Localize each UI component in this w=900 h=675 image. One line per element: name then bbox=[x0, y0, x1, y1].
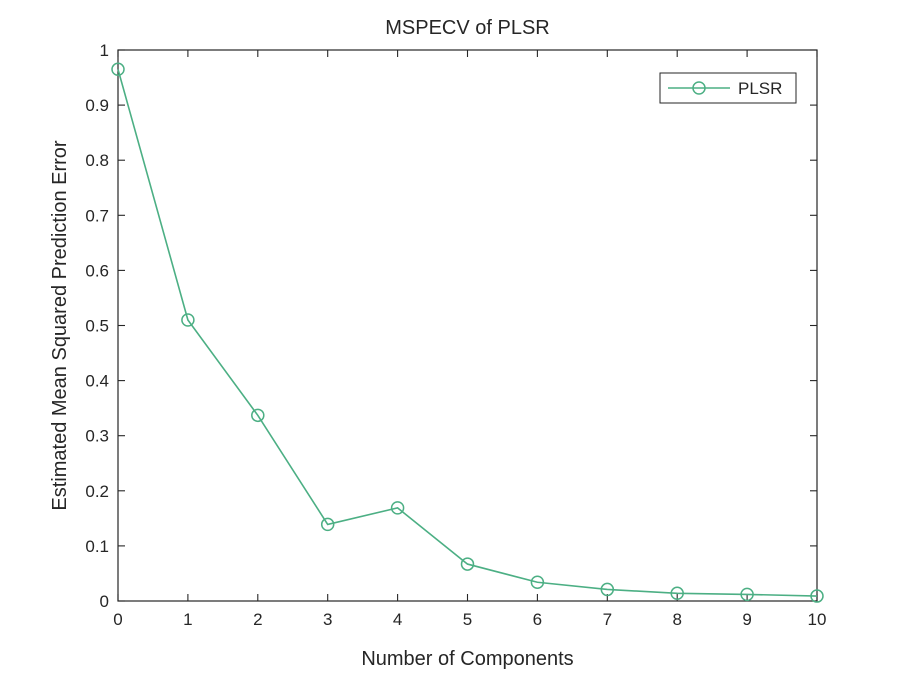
data-point bbox=[390, 501, 405, 515]
y-tick-label: 0.8 bbox=[85, 151, 109, 170]
data-point bbox=[530, 575, 545, 590]
x-tick-label: 7 bbox=[603, 610, 612, 629]
legend-marker-icon bbox=[692, 81, 706, 95]
x-tick-label: 4 bbox=[393, 610, 402, 629]
x-tick-label: 0 bbox=[113, 610, 122, 629]
x-tick-label: 5 bbox=[463, 610, 472, 629]
y-tick-label: 0.6 bbox=[85, 261, 109, 280]
x-tick-label: 9 bbox=[742, 610, 751, 629]
x-tick-label: 6 bbox=[533, 610, 542, 629]
data-point bbox=[181, 313, 195, 327]
legend: PLSR bbox=[659, 72, 797, 104]
x-tick-label: 10 bbox=[808, 610, 827, 629]
x-axis-label: Number of Components bbox=[361, 648, 573, 670]
data-point bbox=[740, 587, 754, 602]
chart-title: MSPECV of PLSR bbox=[385, 17, 550, 39]
y-tick-label: 0.1 bbox=[85, 537, 109, 556]
y-tick-label: 0.7 bbox=[85, 206, 109, 225]
x-tick-label: 3 bbox=[323, 610, 332, 629]
data-point bbox=[251, 408, 265, 423]
y-tick-label: 0.9 bbox=[85, 96, 109, 115]
y-tick-label: 0.5 bbox=[85, 317, 109, 336]
data-point bbox=[111, 62, 125, 77]
legend-entry-plsr: PLSR bbox=[738, 79, 782, 98]
x-tick-label: 2 bbox=[253, 610, 262, 629]
data-point bbox=[600, 582, 615, 597]
data-point bbox=[460, 557, 475, 571]
data-point bbox=[810, 589, 824, 603]
x-tick-label: 1 bbox=[183, 610, 192, 629]
data-point bbox=[670, 586, 684, 601]
series-line-plsr bbox=[117, 69, 818, 597]
series-layer bbox=[111, 62, 824, 603]
y-tick-label: 0.3 bbox=[85, 427, 109, 446]
x-tick-label: 8 bbox=[672, 610, 681, 629]
y-tick-label: 0.2 bbox=[85, 482, 109, 501]
data-point bbox=[320, 517, 335, 532]
axis-ticks: 0 1 2 3 4 5 6 7 8 9 10 0 0.1 0.2 0.3 0.4 0.5 0.6 0.7 0.8 0.9… bbox=[85, 41, 826, 629]
y-axis-label: Estimated Mean Squared Prediction Error bbox=[49, 140, 71, 511]
y-tick-label: 0.4 bbox=[85, 372, 109, 391]
y-tick-label: 1 bbox=[100, 41, 109, 60]
y-tick-label: 0 bbox=[100, 592, 109, 611]
